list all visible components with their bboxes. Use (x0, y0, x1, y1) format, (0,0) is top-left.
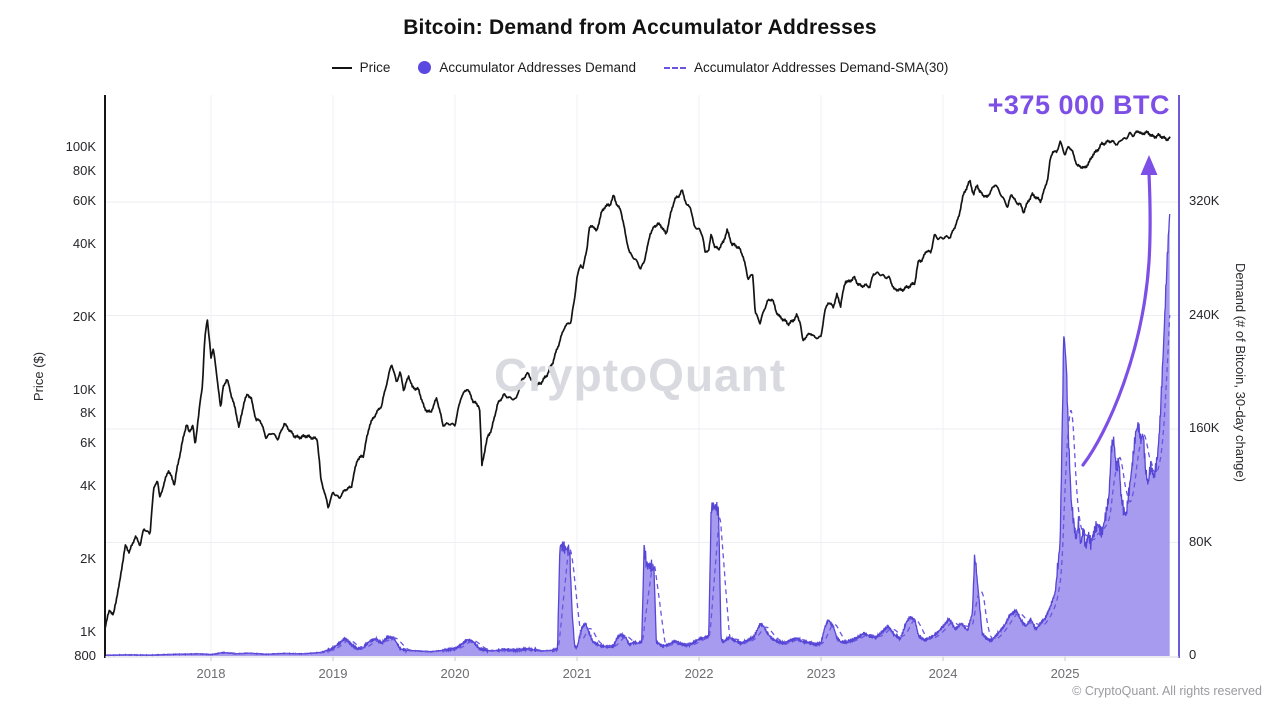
x-axis-tick-label: 2019 (318, 666, 348, 681)
demand-area (104, 214, 1170, 656)
x-axis-tick-label: 2023 (806, 666, 836, 681)
copyright-footer: © CryptoQuant. All rights reserved (1072, 684, 1262, 698)
x-axis-tick-label: 2024 (928, 666, 958, 681)
left-axis-tick-label: 10K (72, 381, 96, 397)
left-axis-tick-label: 800 (74, 647, 96, 663)
legend-label: Accumulator Addresses Demand (439, 60, 636, 75)
legend-label: Accumulator Addresses Demand-SMA(30) (694, 60, 949, 75)
annotation-arrow (1081, 172, 1152, 467)
legend-item-1: Accumulator Addresses Demand (418, 60, 636, 75)
legend: Price Accumulator Addresses Demand Accumul… (0, 60, 1280, 75)
x-axis-tick-label: 2022 (684, 666, 714, 681)
legend-item-2: Accumulator Addresses Demand-SMA(30) (664, 60, 948, 75)
right-axis-tick-label: 0 (1189, 647, 1197, 662)
chart-title: Bitcoin: Demand from Accumulator Address… (403, 16, 877, 39)
legend-item-0: Price (331, 60, 391, 75)
right-axis-tick-label: 320K (1189, 193, 1220, 208)
legend-line-icon (331, 66, 352, 69)
x-axis-tick-label: 2018 (196, 666, 226, 681)
x-axis-tick-label: 2025 (1050, 666, 1080, 681)
legend-dash-icon (664, 66, 686, 69)
left-axis-tick-label: 4K (80, 478, 96, 493)
demand-sma-line (104, 314, 1171, 656)
left-axis-tick-label: 1K (80, 624, 96, 639)
right-axis-tick-label: 80K (1189, 533, 1213, 549)
right-axis-title: Demand (# of Bitcoin, 30-day change) (1232, 262, 1248, 482)
right-axis-tick-label: 240K (1189, 306, 1220, 322)
left-axis-tick-label: 20K (72, 308, 96, 324)
annotation-label: +375 000 BTC (987, 90, 1170, 120)
left-axis-tick-label: 6K (80, 435, 96, 451)
price-line (104, 130, 1171, 629)
left-axis-tick-label: 40K (72, 235, 96, 251)
watermark: CryptoQuant (493, 349, 787, 401)
x-axis-tick-label: 2020 (440, 666, 470, 681)
right-axis-tick-label: 160K (1189, 420, 1220, 435)
left-axis-tick-label: 100K (65, 139, 96, 154)
left-axis-tick-label: 2K (80, 551, 96, 566)
x-axis-tick-label: 2021 (562, 666, 592, 681)
legend-label: Price (359, 60, 391, 75)
left-axis-tick-label: 80K (72, 162, 96, 178)
legend-dot-icon (418, 61, 432, 74)
left-axis-tick-label: 60K (72, 192, 96, 208)
left-axis-tick-label: 8K (80, 405, 96, 420)
annotation-arrowhead-icon (1140, 155, 1158, 175)
